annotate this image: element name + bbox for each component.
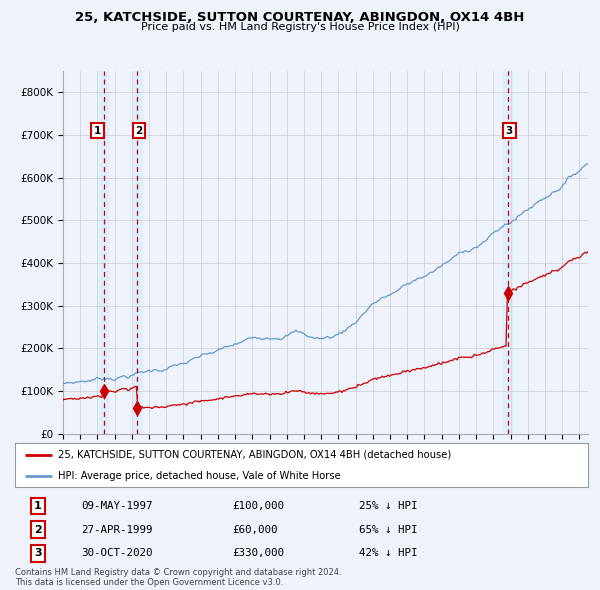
Text: Price paid vs. HM Land Registry's House Price Index (HPI): Price paid vs. HM Land Registry's House …: [140, 22, 460, 32]
Bar: [133, 71, 142, 434]
Text: 3: 3: [34, 548, 42, 558]
Text: 3: 3: [506, 126, 513, 136]
Text: £100,000: £100,000: [233, 501, 285, 511]
Text: 09-MAY-1997: 09-MAY-1997: [81, 501, 152, 511]
Text: HPI: Average price, detached house, Vale of White Horse: HPI: Average price, detached house, Vale…: [58, 471, 341, 481]
Text: 25, KATCHSIDE, SUTTON COURTENAY, ABINGDON, OX14 4BH (detached house): 25, KATCHSIDE, SUTTON COURTENAY, ABINGDO…: [58, 450, 451, 460]
Text: 65% ↓ HPI: 65% ↓ HPI: [359, 525, 418, 535]
Text: 25% ↓ HPI: 25% ↓ HPI: [359, 501, 418, 511]
Text: £330,000: £330,000: [233, 548, 285, 558]
Text: Contains HM Land Registry data © Crown copyright and database right 2024.
This d: Contains HM Land Registry data © Crown c…: [15, 568, 341, 587]
Text: £60,000: £60,000: [233, 525, 278, 535]
Text: 2: 2: [136, 126, 143, 136]
Text: 27-APR-1999: 27-APR-1999: [81, 525, 152, 535]
Text: 1: 1: [34, 501, 42, 511]
Text: 25, KATCHSIDE, SUTTON COURTENAY, ABINGDON, OX14 4BH: 25, KATCHSIDE, SUTTON COURTENAY, ABINGDO…: [76, 11, 524, 24]
Bar: [99, 71, 109, 434]
Text: 42% ↓ HPI: 42% ↓ HPI: [359, 548, 418, 558]
Bar: [503, 71, 512, 434]
Text: 1: 1: [94, 126, 101, 136]
Text: 2: 2: [34, 525, 42, 535]
Text: 30-OCT-2020: 30-OCT-2020: [81, 548, 152, 558]
